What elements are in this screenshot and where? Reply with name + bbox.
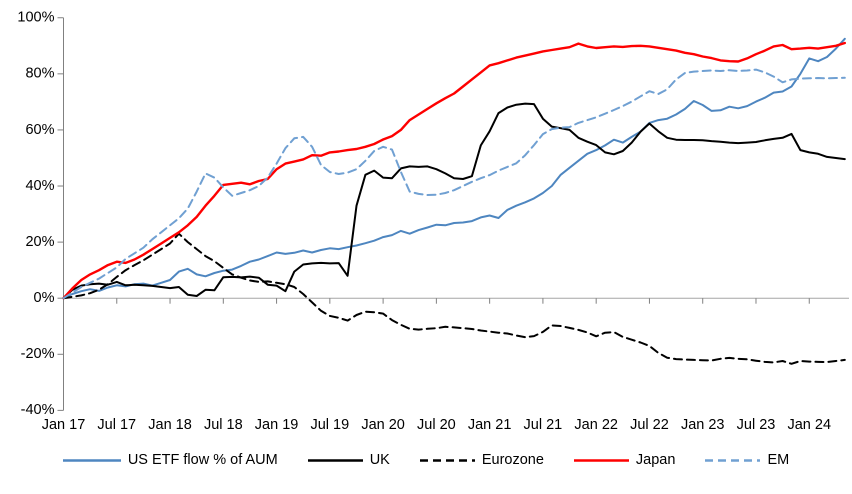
japan-line-swatch-icon (573, 458, 629, 462)
svg-text:Jan 19: Jan 19 (255, 417, 299, 433)
svg-text:Jul 21: Jul 21 (524, 417, 563, 433)
svg-text:Jan 18: Jan 18 (148, 417, 192, 433)
svg-text:0%: 0% (34, 290, 55, 306)
svg-text:100%: 100% (17, 10, 54, 26)
svg-text:Jan 17: Jan 17 (42, 417, 86, 433)
svg-text:Jan 24: Jan 24 (787, 417, 831, 433)
chart-legend: US ETF flow % of AUM UK Eurozone Japan E… (0, 452, 852, 468)
em-line-swatch-icon (705, 458, 761, 462)
legend-item-em: EM (705, 452, 789, 468)
svg-text:Jul 18: Jul 18 (204, 417, 243, 433)
legend-label-uk: UK (369, 452, 390, 468)
svg-text:Jul 17: Jul 17 (97, 417, 136, 433)
svg-text:Jul 20: Jul 20 (417, 417, 456, 433)
svg-text:80%: 80% (25, 66, 54, 82)
eurozone-line-swatch-icon (419, 458, 475, 462)
legend-item-japan: Japan (573, 452, 676, 468)
svg-text:Jan 20: Jan 20 (361, 417, 405, 433)
legend-item-us: US ETF flow % of AUM (62, 452, 278, 468)
svg-text:Jul 19: Jul 19 (310, 417, 349, 433)
svg-text:20%: 20% (25, 234, 54, 250)
svg-text:40%: 40% (25, 178, 54, 194)
uk-line-swatch-icon (307, 458, 363, 462)
legend-label-japan: Japan (635, 452, 676, 468)
svg-text:-20%: -20% (21, 346, 55, 362)
legend-item-uk: UK (307, 452, 390, 468)
legend-label-us: US ETF flow % of AUM (127, 452, 278, 468)
us-line-swatch-icon (62, 458, 121, 462)
svg-text:Jul 22: Jul 22 (630, 417, 669, 433)
svg-text:Jan 23: Jan 23 (681, 417, 725, 433)
chart-canvas: 100% 80% 60% 40% 20% 0% -20% -40%Jan 17 Jul 17 Ja… (17, 10, 849, 433)
svg-text:Jan 21: Jan 21 (468, 417, 512, 433)
legend-item-eurozone: Eurozone (419, 452, 544, 468)
svg-text:Jul 23: Jul 23 (737, 417, 776, 433)
svg-text:60%: 60% (25, 122, 54, 138)
legend-label-em: EM (767, 452, 790, 468)
svg-text:Jan 22: Jan 22 (574, 417, 618, 433)
svg-text:-40%: -40% (21, 402, 55, 418)
legend-label-eurozone: Eurozone (481, 452, 544, 468)
